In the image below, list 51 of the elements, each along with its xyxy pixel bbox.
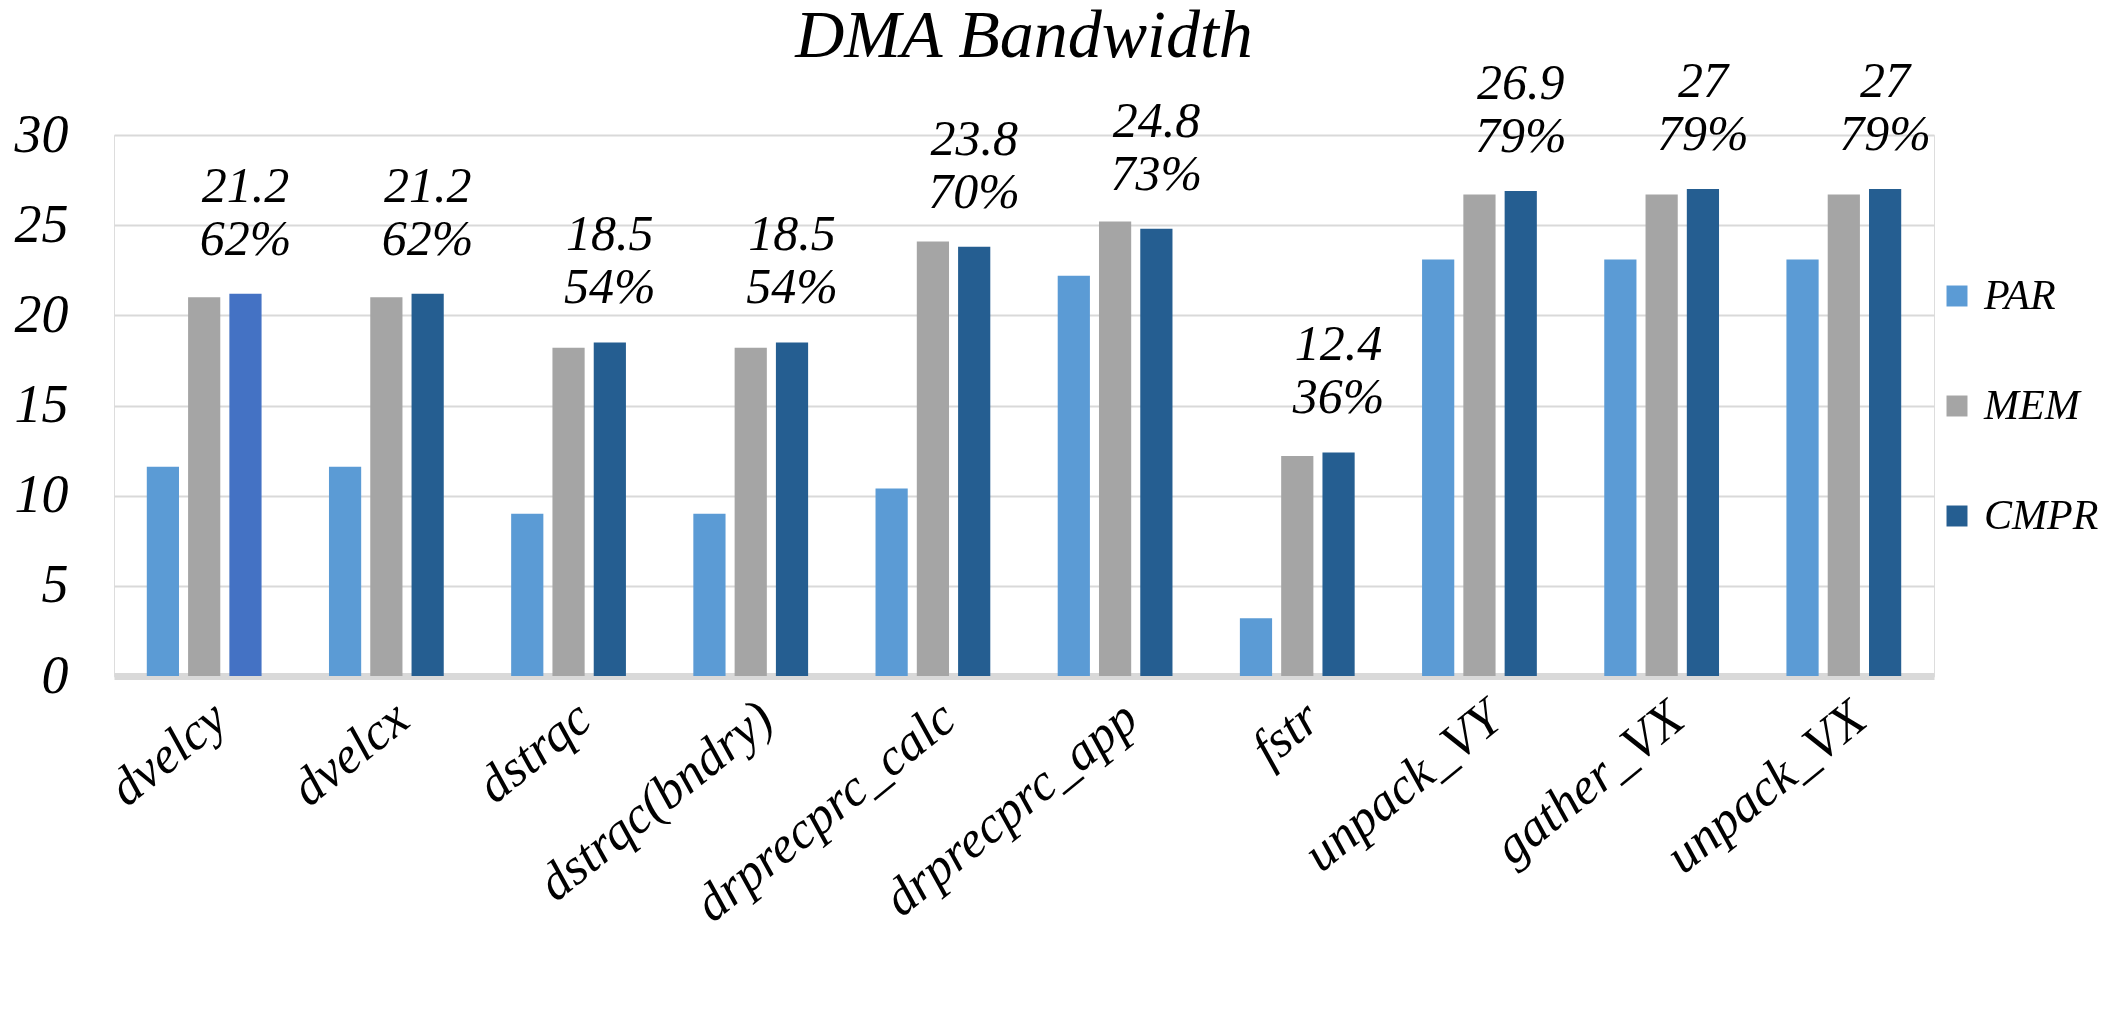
bar: [1827, 194, 1860, 676]
bar: [1422, 259, 1455, 676]
data-label: 18.5 54%: [746, 205, 838, 315]
legend-label: PAR: [1983, 272, 2056, 318]
bar: [1140, 228, 1173, 676]
y-tick-label: 5: [41, 554, 69, 615]
bar: [511, 513, 544, 676]
bar: [1057, 275, 1090, 676]
bar: [593, 342, 626, 676]
bar: [916, 241, 950, 676]
data-label: 27 79%: [1657, 52, 1749, 162]
y-tick-label: 30: [13, 103, 69, 164]
bar: [693, 513, 726, 676]
bar: [734, 347, 767, 676]
bar: [328, 466, 362, 676]
y-tick-label: 25: [14, 193, 69, 254]
y-tick-label: 15: [14, 374, 69, 434]
bar: [1322, 452, 1355, 676]
bar: [1686, 189, 1720, 676]
bar: [1786, 259, 1819, 676]
bar: [146, 466, 179, 676]
data-label: 24.8 73%: [1110, 91, 1203, 201]
bar: [1645, 194, 1678, 676]
data-label: 21.2 62%: [199, 156, 292, 266]
y-tick-label: 0: [41, 644, 69, 705]
bar: [1869, 189, 1902, 676]
y-tick-label: 10: [14, 464, 69, 525]
bar: [1604, 259, 1637, 676]
bar: [411, 293, 444, 676]
chart-title: DMA Bandwidth: [794, 0, 1253, 73]
data-label: 26.9 79%: [1474, 53, 1567, 163]
data-label: 12.4 36%: [1291, 315, 1385, 425]
bar: [552, 347, 585, 676]
bar: [775, 342, 809, 676]
legend-label: CMPR: [1984, 492, 2099, 538]
data-label: 27 79%: [1839, 52, 1931, 162]
bar: [1098, 221, 1132, 676]
bar: [1281, 455, 1314, 676]
bar: [370, 297, 403, 676]
legend-label: MEM: [1983, 382, 2082, 428]
y-tick-label: 20: [14, 283, 69, 344]
bar: [229, 293, 262, 676]
bar: [958, 246, 991, 676]
bar: [875, 488, 908, 676]
bar: [1504, 190, 1537, 676]
bar: [188, 297, 221, 676]
data-label: 18.5 54%: [564, 205, 656, 315]
data-label: 21.2 62%: [381, 156, 474, 266]
bar: [1463, 194, 1496, 676]
data-label: 23.8 70%: [928, 109, 1021, 219]
bar: [1239, 618, 1273, 676]
